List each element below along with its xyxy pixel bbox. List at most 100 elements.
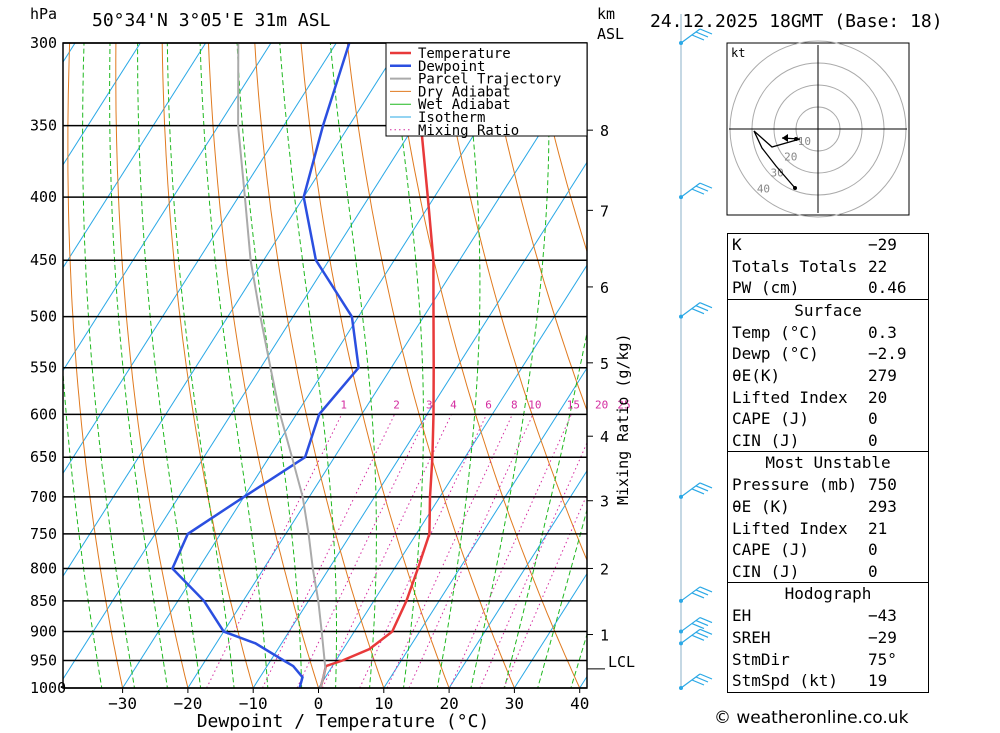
wind-barb-flag	[699, 482, 713, 489]
wind-barbs	[679, 14, 713, 690]
isotherm-line	[383, 367, 587, 688]
wet-adiabat-line	[166, 43, 235, 688]
wind-barb-flag	[699, 28, 713, 35]
wind-barb	[680, 673, 713, 689]
wind-barb-flag	[691, 623, 705, 630]
pressure-tick-label: 600	[30, 405, 57, 423]
table-row: θE(K) 279	[732, 365, 897, 385]
pressure-tick-label: 850	[30, 592, 57, 610]
wind-barb-flag	[695, 185, 709, 192]
mixing-ratio-label: 20	[595, 398, 608, 411]
km-tick-label: 6	[600, 279, 609, 297]
pressure-tick-label: 950	[30, 652, 57, 670]
mixing-ratio-label: 3	[426, 398, 433, 411]
x-tick-label: −10	[239, 694, 268, 713]
wind-barb-flag	[699, 628, 713, 635]
table-row: Dewp (°C) −2.9	[732, 344, 907, 364]
units-pressure: hPa	[30, 5, 57, 23]
mixing-ratio-line	[262, 414, 396, 688]
km-tick-label: 1	[600, 627, 609, 645]
x-tick-label: 30	[505, 694, 524, 713]
units-height-asl: ASL	[597, 25, 624, 43]
lcl-label: LCL	[608, 653, 635, 671]
isotherm-line	[448, 469, 587, 688]
wet-adiabat-line	[537, 508, 587, 688]
legend-entry: Parcel Trajectory	[418, 72, 561, 88]
plot-frame	[62, 42, 588, 689]
km-tick-label: 3	[600, 493, 609, 511]
mixing-ratio-axis-label: Mixing Ratio (g/kg)	[614, 333, 632, 505]
table-row: Temp (°C) 0.3	[732, 322, 897, 342]
isotherm-line	[252, 161, 587, 688]
dry-adiabat-line	[254, 43, 385, 688]
most-unstable-section: Most Unstable Pressure (mb) 750 θE (K) 293…	[728, 451, 928, 582]
wind-barb-flag	[695, 676, 709, 683]
mixing-ratio-line	[206, 414, 343, 688]
x-tick-label: 20	[439, 694, 458, 713]
hodograph-ring-label: 20	[784, 151, 797, 164]
wind-barb-staff	[680, 673, 701, 689]
isotherm-line	[63, 43, 272, 372]
wind-barb-flag	[691, 592, 705, 599]
dry-adiabat-line	[346, 43, 515, 688]
pressure-tick-label: 350	[30, 117, 57, 135]
section-title: Most Unstable	[765, 453, 891, 473]
pressure-tick-label: 500	[30, 308, 57, 326]
km-tick-label: 5	[600, 355, 609, 373]
table-row: PW (cm) 0.46	[732, 278, 907, 298]
footer-credit[interactable]: © weatheronline.co.uk	[714, 708, 909, 728]
datetime-title: 24.12.2025 18GMT (Base: 18)	[650, 11, 943, 32]
wind-barb-flag	[699, 586, 713, 593]
wind-barb	[680, 628, 713, 644]
dry-adiabat-line	[531, 43, 587, 254]
mixing-ratio-label: 8	[511, 398, 518, 411]
mixing-ratio-label: 1	[340, 398, 347, 411]
x-tick-label: 40	[570, 694, 589, 713]
wind-barb-staff	[680, 182, 701, 198]
x-tick-label: 10	[374, 694, 393, 713]
wind-barb	[680, 182, 713, 198]
pressure-tick-label: 900	[30, 623, 57, 641]
section-title: Hodograph	[784, 584, 872, 604]
isotherm-line	[63, 43, 141, 166]
wind-barb	[680, 302, 713, 318]
mixing-ratio-line	[296, 414, 428, 688]
storm-motion-arrow	[782, 134, 788, 142]
dewpoint-line	[170, 43, 360, 688]
x-tick-label: 0	[314, 694, 324, 713]
table-row: EH −43	[732, 606, 897, 626]
pressure-tick-label: 550	[30, 359, 57, 377]
legend-entry: Isotherm	[418, 110, 485, 126]
x-axis-label: Dewpoint / Temperature (°C)	[197, 711, 490, 732]
table-row: Lifted Index 21	[732, 518, 888, 538]
table-row: Pressure (mb) 750	[732, 475, 897, 495]
wind-barb-flag	[699, 673, 713, 680]
x-tick-label: −30	[108, 694, 137, 713]
wet-adiabat-line	[503, 330, 587, 688]
wet-adiabat-line	[390, 43, 424, 688]
wet-adiabat-line	[470, 43, 550, 688]
pressure-tick-label: 1000	[30, 679, 66, 697]
wind-barb-flag	[695, 631, 709, 638]
wet-adiabat-line	[570, 632, 587, 688]
dry-adiabat-line	[485, 43, 587, 412]
mixing-ratio-label: 6	[485, 398, 492, 411]
wind-barb-staff	[680, 28, 701, 44]
table-row: CIN (J) 0	[732, 561, 878, 581]
mixing-ratio-label: 4	[450, 398, 457, 411]
mixing-ratio-label: 2	[393, 398, 400, 411]
wind-barb-staff	[680, 628, 701, 644]
table-row: θE (K) 293	[732, 496, 897, 516]
wet-adiabat-line	[137, 43, 202, 688]
indices-table: K −29 Totals Totals 22 PW (cm) 0.46 Surface…	[727, 233, 929, 693]
pressure-tick-label: 700	[30, 488, 57, 506]
km-tick-label: 4	[600, 428, 609, 446]
wind-barb-staff	[680, 586, 701, 602]
dry-adiabat-line	[439, 43, 587, 562]
wind-barb	[680, 482, 713, 498]
isotherm-line	[63, 43, 402, 578]
table-row: CIN (J) 0	[732, 430, 878, 450]
units-height-km: km	[597, 5, 615, 23]
legend-entry: Dewpoint	[418, 59, 485, 75]
table-row: StmDir 75°	[732, 649, 897, 669]
